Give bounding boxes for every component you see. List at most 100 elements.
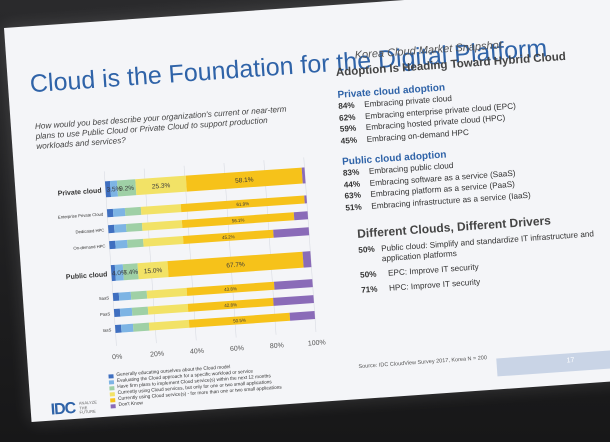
bar-segment xyxy=(113,223,127,233)
bar-segment xyxy=(125,222,143,232)
x-tick-label: 100% xyxy=(308,339,326,347)
category-label: PaaS xyxy=(100,311,111,317)
category-label: IaaS xyxy=(103,327,112,333)
bar-segment xyxy=(112,208,126,217)
bar-segment xyxy=(127,238,144,248)
data-label: 42.8% xyxy=(224,302,237,308)
x-gridline xyxy=(103,171,117,346)
bar-segment xyxy=(115,239,128,249)
stat-text: HPC: Improve IT security xyxy=(388,277,481,293)
x-gridline xyxy=(263,160,277,335)
bar-segment xyxy=(180,195,305,213)
x-gridline xyxy=(303,157,317,332)
legend-swatch xyxy=(109,392,115,397)
page-number: 17 xyxy=(566,357,575,365)
idc-logo: IDC ANALYZE THE FUTURE xyxy=(50,398,102,419)
stat-percent: 50% xyxy=(358,244,376,255)
data-label: 50.5% xyxy=(233,318,246,324)
category-label: On-demand HPC xyxy=(73,243,105,250)
chart-svg: 0% 20% 40% 60% 80% 100% Private cloud Enterpris… xyxy=(58,157,326,362)
legend-swatch xyxy=(110,404,116,409)
legend-label: Don't Know xyxy=(118,401,144,408)
stat-percent: 50% xyxy=(359,269,377,280)
bar-segment xyxy=(130,290,148,300)
stat-percent: 45% xyxy=(340,135,358,146)
legend-swatch xyxy=(110,398,116,403)
x-tick-label: 60% xyxy=(230,345,244,353)
x-tick-label: 0% xyxy=(112,354,123,362)
bar-segment xyxy=(167,251,304,278)
source-note: Source: IDC CloudView Survey 2017, Korea… xyxy=(358,355,488,371)
idc-logo-tagline: ANALYZE THE FUTURE xyxy=(78,399,98,415)
page-number-bar xyxy=(496,349,610,377)
stacked-bar-chart: 0% 20% 40% 60% 80% 100% Private cloud Enterpris… xyxy=(30,126,336,386)
data-label: 58.1% xyxy=(235,176,254,184)
presentation-slide: Cloud is the Foundation for the Digital … xyxy=(4,0,610,423)
stat-percent: 71% xyxy=(360,284,378,295)
bar-segment xyxy=(114,264,124,281)
bar-segment xyxy=(106,208,114,218)
bar-segment xyxy=(120,323,134,333)
bar-segment xyxy=(188,312,291,328)
x-tick-label: 40% xyxy=(190,348,204,356)
x-gridline xyxy=(183,165,197,341)
bar-segment xyxy=(113,308,121,318)
market-snapshot-panel: Korea Cloud Market Snapshot Adoption Is … xyxy=(334,32,610,296)
bar-segment xyxy=(147,303,189,315)
data-label: 43.8% xyxy=(224,286,237,292)
bar-segment xyxy=(141,220,183,231)
legend-swatch xyxy=(109,386,115,391)
bar-segment xyxy=(301,167,306,184)
bar-segment xyxy=(304,195,307,204)
data-label: 61.9% xyxy=(236,201,249,207)
bar-segment xyxy=(122,263,139,281)
bar-segment xyxy=(104,180,112,198)
data-label: 4.0% xyxy=(112,270,127,278)
bar-segment xyxy=(109,240,116,250)
category-label: Public cloud xyxy=(66,271,108,281)
bar-segment xyxy=(146,287,188,299)
bar-segment xyxy=(124,206,142,216)
bar-segment xyxy=(182,229,274,245)
x-gridline xyxy=(143,168,157,344)
idc-logo-mark: IDC xyxy=(50,399,76,419)
stat-percent: 51% xyxy=(345,201,363,213)
bar-segment xyxy=(119,307,133,317)
bar-segment xyxy=(143,236,184,247)
data-label: 67.7% xyxy=(226,261,245,269)
bar-segment xyxy=(118,291,132,301)
bar-segment xyxy=(148,319,190,331)
data-label: 25.3% xyxy=(152,182,171,190)
category-label: Private cloud xyxy=(58,188,102,198)
bar-segment xyxy=(181,212,295,229)
bar-segment xyxy=(137,261,169,280)
data-label: 15.0% xyxy=(144,267,163,275)
x-tick-label: 80% xyxy=(270,342,284,350)
bar-segment xyxy=(273,279,313,290)
category-label: SaaS xyxy=(99,295,110,301)
bar-segment xyxy=(108,224,115,234)
bar-segment xyxy=(112,292,120,302)
bar-segment xyxy=(116,179,137,197)
bar-segment xyxy=(110,264,116,282)
bar-segment xyxy=(185,167,303,192)
bar-segment xyxy=(273,227,310,238)
bar-segment xyxy=(109,180,119,197)
bar-segment xyxy=(293,211,309,221)
x-tick-label: 20% xyxy=(150,351,164,359)
bar-segment xyxy=(140,204,182,215)
data-label: 7.4% xyxy=(123,269,138,277)
bar-segment xyxy=(186,281,275,296)
category-label: Dedicated HPC xyxy=(75,227,104,234)
bar-segment xyxy=(114,324,122,333)
bar-segment xyxy=(273,295,314,306)
data-label: 9.2% xyxy=(119,185,134,193)
bar-segment xyxy=(187,297,274,312)
data-label: 45.2% xyxy=(222,234,235,240)
bar-segment xyxy=(135,175,187,196)
stat-text: EPC: Improve IT security xyxy=(387,262,479,278)
legend-swatch xyxy=(108,374,114,379)
bar-segment xyxy=(289,311,316,321)
bar-segment xyxy=(302,251,312,268)
bar-segment xyxy=(131,306,149,316)
